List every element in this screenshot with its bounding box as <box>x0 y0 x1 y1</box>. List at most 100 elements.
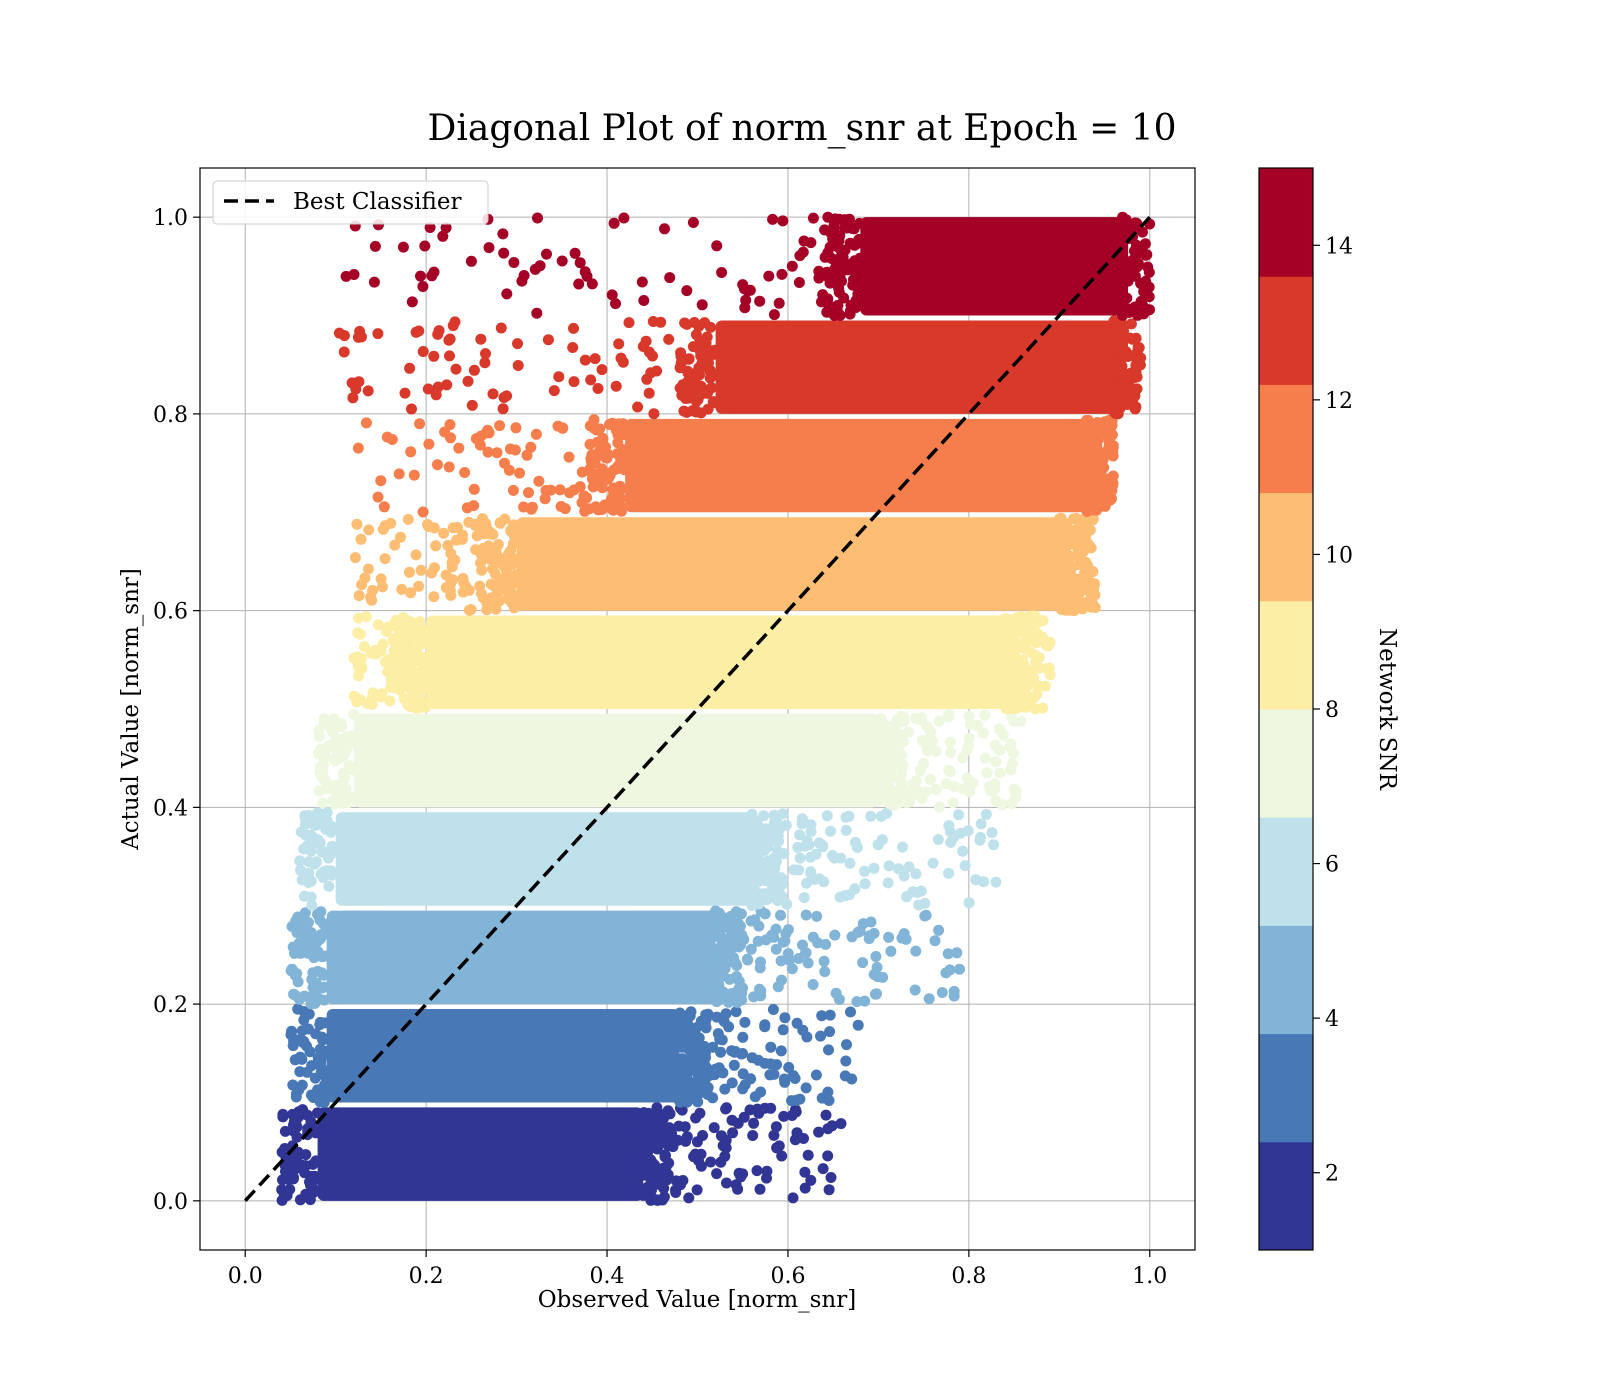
scatter-point <box>568 322 579 334</box>
scatter-point <box>780 928 792 940</box>
scatter-point <box>491 447 503 459</box>
scatter-point <box>735 981 747 993</box>
scatter-point <box>303 1008 315 1020</box>
scatter-point <box>514 467 525 479</box>
scatter-point <box>963 897 975 909</box>
scatter-point <box>695 380 707 392</box>
scatter-point <box>444 333 456 345</box>
scatter-point <box>1142 261 1154 273</box>
scatter-point <box>786 260 798 272</box>
scatter-point <box>944 964 956 976</box>
scatter-point <box>882 877 894 889</box>
scatter-point <box>530 428 542 440</box>
scatter-point <box>830 987 842 999</box>
scatter-point <box>664 272 676 284</box>
scatter-point <box>1081 427 1092 439</box>
band-8-points <box>352 414 1119 518</box>
scatter-point <box>933 801 945 813</box>
scatter-point <box>819 966 831 978</box>
scatter-point <box>289 970 301 981</box>
scatter-point <box>319 846 331 858</box>
scatter-point <box>494 420 506 432</box>
scatter-point <box>773 1140 785 1152</box>
scatter-point <box>827 266 839 278</box>
scatter-point <box>498 392 510 403</box>
scatter-point <box>333 327 345 339</box>
scatter-point <box>403 566 415 578</box>
scatter-point <box>1108 316 1120 328</box>
scatter-point <box>694 1062 706 1074</box>
scatter-point <box>947 797 959 809</box>
scatter-point <box>695 1085 707 1097</box>
scatter-point <box>386 675 398 687</box>
scatter-point <box>417 506 429 518</box>
scatter-point <box>1082 560 1094 572</box>
scatter-point <box>329 742 341 754</box>
scatter-point <box>483 540 494 552</box>
scatter-point <box>800 947 811 959</box>
scatter-point <box>776 1150 788 1162</box>
scatter-point <box>353 612 364 624</box>
scatter-point <box>555 501 567 512</box>
band-8-core <box>625 418 1087 513</box>
scatter-point <box>504 443 516 455</box>
scatter-point <box>381 626 392 637</box>
scatter-point <box>1022 615 1034 627</box>
scatter-point <box>618 212 630 224</box>
scatter-point <box>933 715 945 727</box>
scatter-point <box>1133 342 1145 354</box>
band-2-points <box>285 1003 864 1108</box>
scatter-point <box>825 1172 837 1183</box>
legend: Best Classifier <box>212 180 489 225</box>
scatter-point <box>542 334 554 346</box>
band-3-points <box>285 905 965 1010</box>
scatter-point <box>704 351 715 362</box>
colorbar-label: Network SNR <box>1374 628 1400 791</box>
scatter-point <box>783 1061 795 1073</box>
scatter-point <box>607 504 619 516</box>
colorbar-segment <box>1259 168 1313 277</box>
scatter-point <box>449 316 461 328</box>
scatter-point <box>726 1045 738 1057</box>
scatter-point <box>574 481 586 493</box>
scatter-point <box>748 838 760 850</box>
scatter-point <box>842 264 854 276</box>
scatter-point <box>1125 318 1137 330</box>
band-9-core <box>715 320 1114 414</box>
scatter-point <box>873 748 885 760</box>
scatter-point <box>589 353 601 365</box>
scatter-point <box>794 852 806 864</box>
scatter-point <box>1112 328 1124 340</box>
scatter-point <box>389 539 401 551</box>
scatter-point <box>726 1077 738 1089</box>
scatter-point <box>859 995 871 1007</box>
scatter-point <box>779 1012 791 1024</box>
scatter-point <box>507 484 519 496</box>
scatter-point <box>675 1084 687 1096</box>
scatter-point <box>348 269 360 280</box>
scatter-point <box>945 836 957 848</box>
scatter-point <box>450 363 462 375</box>
scatter-point <box>720 1103 732 1115</box>
scatter-point <box>793 864 805 876</box>
scatter-point <box>705 1156 717 1168</box>
scatter-point <box>825 252 837 264</box>
scatter-point <box>859 878 871 890</box>
scatter-point <box>494 595 506 607</box>
scatter-point <box>805 868 817 880</box>
scatter-point <box>695 1015 707 1027</box>
scatter-point <box>775 872 787 884</box>
scatter-point <box>487 529 499 540</box>
scatter-point <box>327 726 339 738</box>
scatter-point <box>294 1066 306 1078</box>
scatter-point <box>1119 377 1131 389</box>
scatter-point <box>1080 575 1092 587</box>
scatter-point <box>1083 486 1095 497</box>
scatter-point <box>1117 267 1129 279</box>
scatter-point <box>930 745 942 757</box>
scatter-point <box>910 945 922 957</box>
scatter-point <box>695 1160 707 1172</box>
scatter-point <box>927 857 939 869</box>
scatter-point <box>696 299 708 311</box>
